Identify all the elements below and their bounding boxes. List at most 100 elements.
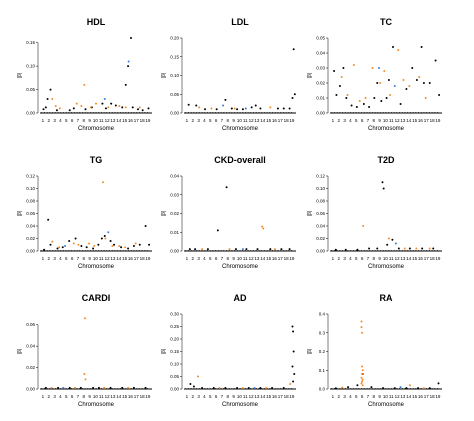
baseline-mark (206, 112, 209, 114)
data-point (292, 380, 295, 383)
baseline-mark (434, 388, 436, 390)
data-point (379, 82, 382, 84)
data-point (422, 387, 425, 390)
baseline-mark (358, 112, 360, 114)
data-point (118, 104, 121, 107)
data-point (383, 70, 386, 72)
data-point (49, 88, 52, 91)
data-point (437, 382, 440, 385)
data-point (282, 107, 285, 110)
x-tick-label: 15 (122, 256, 128, 261)
x-tick-label: 17 (424, 118, 430, 123)
x-tick-label: 15 (122, 394, 128, 399)
baseline-mark (393, 112, 395, 114)
data-point (382, 187, 385, 190)
baseline-mark (190, 112, 192, 114)
y-axis-label: |β| (307, 211, 313, 216)
data-point (241, 108, 244, 111)
data-point (370, 386, 373, 389)
x-tick-label: 15 (412, 394, 418, 399)
baseline-mark (190, 250, 192, 252)
y-axis-label: |β| (17, 349, 23, 354)
y-tick-label: 0.08 (316, 199, 325, 204)
baseline-mark (404, 388, 406, 390)
data-point (334, 387, 337, 390)
baseline-mark (89, 388, 92, 390)
x-tick-label: 7 (221, 118, 224, 123)
baseline-mark (350, 112, 352, 114)
baseline-mark (290, 388, 293, 390)
baseline-mark (258, 250, 260, 252)
y-tick-label: 0.05 (316, 36, 325, 41)
x-tick-label: 11 (243, 394, 248, 399)
baseline-mark (125, 388, 127, 390)
baseline-mark (396, 388, 398, 390)
baseline-mark (347, 112, 349, 114)
baseline-mark (333, 112, 336, 114)
baseline-mark (428, 250, 430, 252)
x-tick-label: 13 (400, 256, 406, 261)
baseline-mark (89, 250, 92, 252)
y-tick-label: 0.00 (26, 111, 35, 116)
data-point (224, 98, 227, 101)
baseline-mark (379, 388, 382, 390)
baseline-mark (247, 112, 249, 114)
data-point (44, 106, 47, 109)
baseline-mark (214, 250, 217, 252)
x-tick-label: 11 (389, 256, 394, 261)
x-tick-label: 10 (93, 118, 99, 123)
x-tick-label: 16 (272, 118, 278, 123)
baseline-mark (127, 112, 130, 114)
baseline-mark (369, 388, 371, 390)
baseline-mark (185, 250, 187, 252)
baseline-mark (398, 388, 401, 390)
baseline-mark (269, 388, 271, 390)
y-tick-label: 0.02 (316, 81, 325, 86)
x-tick-label: 11 (389, 394, 394, 399)
baseline-mark (344, 388, 346, 390)
y-tick-label: 0.00 (316, 111, 325, 116)
baseline-mark (426, 112, 428, 114)
baseline-mark (285, 250, 287, 252)
baseline-mark (350, 388, 352, 390)
baseline-mark (366, 388, 368, 390)
data-point (364, 97, 367, 99)
baseline-mark (114, 388, 116, 390)
data-point (43, 248, 46, 251)
x-tick-label: 19 (435, 256, 441, 261)
baseline-mark (41, 388, 43, 390)
baseline-mark (73, 112, 75, 114)
data-point (92, 386, 95, 389)
data-point (83, 83, 86, 86)
baseline-mark (228, 112, 230, 114)
data-point (84, 108, 87, 111)
baseline-mark (347, 388, 349, 390)
x-tick-label: 16 (418, 256, 424, 261)
data-point (360, 326, 363, 329)
y-tick-label: 0.01 (170, 230, 179, 235)
x-tick-label: 16 (128, 118, 134, 123)
panel-title: TC (380, 17, 392, 27)
x-tick-label: 9 (88, 118, 91, 123)
x-tick-label: 18 (284, 256, 290, 261)
x-tick-label: 9 (378, 256, 381, 261)
baseline-mark (401, 250, 403, 252)
data-point (335, 94, 338, 96)
baseline-mark (250, 112, 252, 114)
baseline-mark (280, 112, 282, 114)
data-point (245, 248, 248, 251)
x-tick-label: 19 (289, 256, 295, 261)
x-tick-label: 14 (260, 394, 266, 399)
data-point (291, 365, 294, 368)
baseline-mark (100, 112, 103, 114)
x-tick-label: 11 (243, 256, 248, 261)
data-point (262, 227, 265, 230)
baseline-mark (65, 388, 67, 390)
data-point (58, 246, 61, 249)
baseline-mark (242, 112, 244, 114)
y-tick-label: 0.08 (26, 199, 35, 204)
baseline-mark (382, 250, 384, 252)
